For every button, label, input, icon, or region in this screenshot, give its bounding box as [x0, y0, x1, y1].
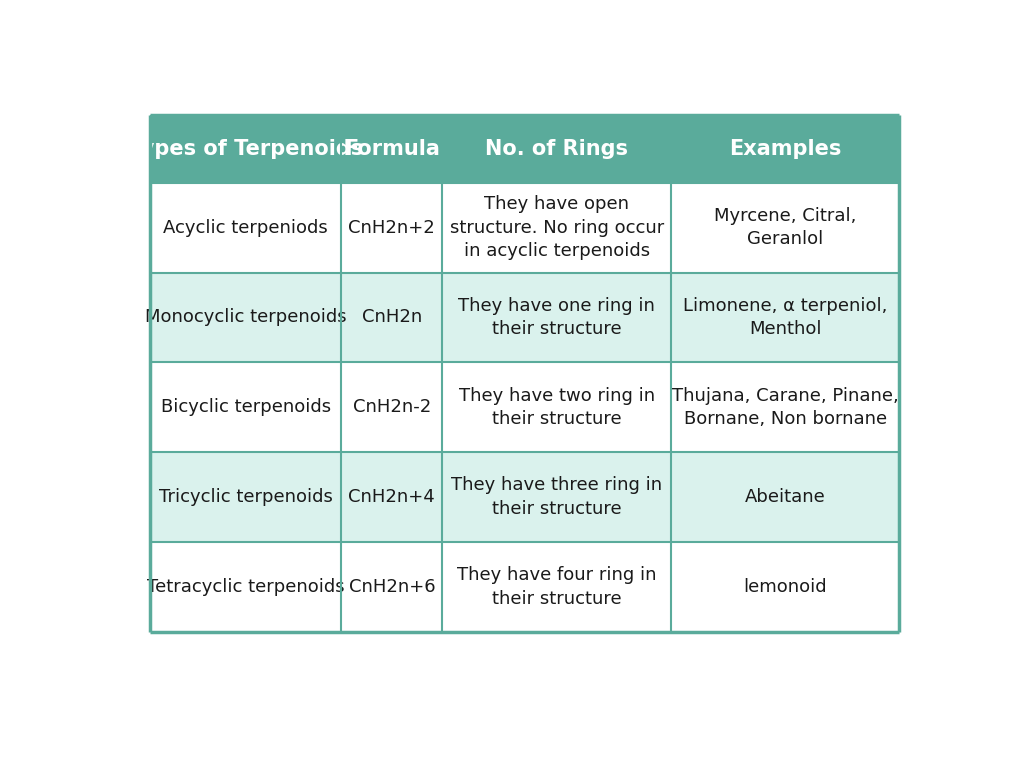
- Text: Thujana, Carane, Pinane,
Bornane, Non bornane: Thujana, Carane, Pinane, Bornane, Non bo…: [672, 386, 898, 428]
- Text: Examples: Examples: [729, 139, 842, 159]
- Bar: [442, 183, 671, 273]
- Bar: [341, 362, 442, 452]
- Bar: [442, 362, 671, 452]
- Text: CnH2n-2: CnH2n-2: [352, 399, 431, 416]
- Bar: [341, 114, 442, 183]
- Bar: [151, 114, 341, 183]
- Bar: [341, 542, 442, 632]
- Bar: [151, 542, 341, 632]
- Bar: [671, 452, 899, 542]
- Text: CnH2n+2: CnH2n+2: [348, 219, 435, 237]
- Bar: [671, 183, 899, 273]
- Bar: [671, 273, 899, 362]
- Bar: [671, 114, 899, 183]
- Text: Limonene, α terpeniol,
Menthol: Limonene, α terpeniol, Menthol: [683, 296, 888, 338]
- Bar: [341, 183, 442, 273]
- Text: They have open
structure. No ring occur
in acyclic terpenoids: They have open structure. No ring occur …: [450, 195, 664, 260]
- Text: They have four ring in
their structure: They have four ring in their structure: [457, 566, 656, 608]
- Bar: [442, 542, 671, 632]
- Bar: [151, 452, 341, 542]
- Bar: [671, 542, 899, 632]
- Text: CnH2n+4: CnH2n+4: [348, 488, 435, 506]
- Text: CnH2n+6: CnH2n+6: [348, 578, 435, 596]
- Text: Acyclic terpeniods: Acyclic terpeniods: [164, 219, 328, 237]
- Bar: [341, 452, 442, 542]
- Text: Formula: Formula: [344, 139, 439, 159]
- Text: CnH2n: CnH2n: [361, 309, 422, 326]
- Bar: [151, 362, 341, 452]
- Bar: [442, 452, 671, 542]
- Text: Tetracyclic terpenoids: Tetracyclic terpenoids: [146, 578, 344, 596]
- Text: Myrcene, Citral,
Geranlol: Myrcene, Citral, Geranlol: [714, 207, 856, 248]
- Bar: [151, 273, 341, 362]
- Text: Tricyclic terpenoids: Tricyclic terpenoids: [159, 488, 333, 506]
- Bar: [671, 362, 899, 452]
- Text: They have two ring in
their structure: They have two ring in their structure: [459, 386, 654, 428]
- Text: Bicyclic terpenoids: Bicyclic terpenoids: [161, 399, 331, 416]
- Text: lemonoid: lemonoid: [743, 578, 827, 596]
- Text: Types of Terpenoids: Types of Terpenoids: [129, 139, 362, 159]
- Bar: [442, 114, 671, 183]
- Bar: [442, 273, 671, 362]
- Text: Monocyclic terpenoids: Monocyclic terpenoids: [145, 309, 346, 326]
- Bar: [151, 183, 341, 273]
- Text: No. of Rings: No. of Rings: [485, 139, 628, 159]
- Text: Abeitane: Abeitane: [744, 488, 825, 506]
- Text: They have one ring in
their structure: They have one ring in their structure: [458, 296, 655, 338]
- Bar: [341, 273, 442, 362]
- Text: They have three ring in
their structure: They have three ring in their structure: [452, 476, 663, 518]
